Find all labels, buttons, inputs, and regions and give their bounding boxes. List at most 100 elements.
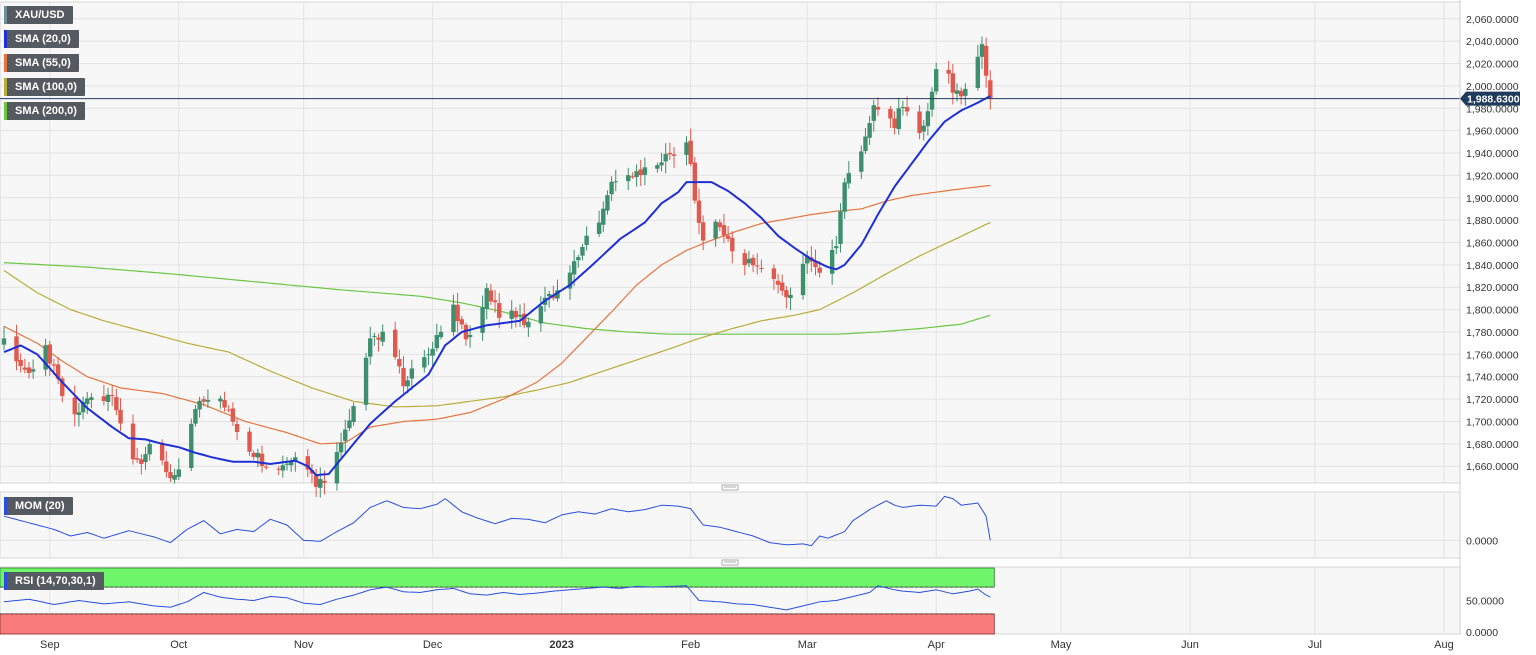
candle-body-34 bbox=[201, 399, 206, 402]
candle-body-132 bbox=[775, 280, 781, 285]
candle-body-140 bbox=[817, 267, 822, 273]
candle-body-98 bbox=[576, 257, 581, 261]
candle-body-163 bbox=[954, 90, 960, 94]
candle-body-27 bbox=[164, 461, 169, 473]
candle-body-117 bbox=[688, 140, 693, 164]
candle-body-97 bbox=[571, 261, 577, 275]
candle-body-126 bbox=[742, 253, 747, 266]
rsi-y-tick-0: 0.0000 bbox=[1466, 627, 1498, 639]
y-tick-label-14: 1,940.0000 bbox=[1466, 148, 1519, 160]
candle-body-57 bbox=[338, 442, 344, 453]
candle-body-129 bbox=[755, 265, 760, 267]
candle-body-14 bbox=[85, 398, 90, 405]
last-price-label: 1,988.6300 bbox=[1467, 94, 1520, 106]
y-tick-label-4: 1,740.0000 bbox=[1466, 372, 1519, 384]
candle-body-49 bbox=[288, 460, 294, 466]
mom-line bbox=[3, 495, 991, 547]
candle-body-95 bbox=[555, 290, 560, 299]
candle-body-59 bbox=[347, 420, 352, 429]
candle-body-160 bbox=[933, 69, 939, 92]
candle-body-166 bbox=[975, 56, 981, 88]
last-price-tag bbox=[1460, 91, 1520, 106]
candle-body-156 bbox=[917, 111, 922, 134]
mom-rsi-resize-handle[interactable] bbox=[721, 559, 739, 566]
legend-symbol[interactable]: XAU/USD bbox=[4, 6, 73, 24]
candle-body-4 bbox=[26, 367, 32, 374]
legend-sma200[interactable]: SMA (200,0) bbox=[4, 102, 85, 120]
candle-body-0 bbox=[1, 338, 7, 345]
candle-body-142 bbox=[834, 246, 839, 249]
candle-body-28 bbox=[168, 472, 173, 479]
candle-body-74 bbox=[434, 335, 440, 349]
candle-body-72 bbox=[426, 354, 431, 356]
candle-body-11 bbox=[72, 397, 77, 415]
legend-sma20[interactable]: SMA (20,0) bbox=[4, 30, 79, 48]
candle-body-161 bbox=[946, 69, 951, 74]
y-tick-label-8: 1,820.0000 bbox=[1466, 282, 1519, 294]
y-tick-label-6: 1,780.0000 bbox=[1466, 327, 1519, 339]
candle-body-125 bbox=[730, 237, 735, 252]
candle-body-56 bbox=[334, 452, 340, 484]
candle-body-3 bbox=[22, 367, 28, 370]
candle-body-16 bbox=[101, 396, 107, 402]
legend-sma55[interactable]: SMA (55,0) bbox=[4, 54, 79, 72]
candle-body-22 bbox=[134, 458, 140, 460]
candle-body-81 bbox=[480, 307, 485, 333]
candle-body-109 bbox=[638, 169, 643, 176]
legend-sma100[interactable]: SMA (100,0) bbox=[4, 78, 85, 96]
x-tick-label-dec: Dec bbox=[423, 639, 443, 651]
candle-body-124 bbox=[725, 235, 731, 239]
candle-body-65 bbox=[380, 331, 385, 342]
candle-body-67 bbox=[397, 359, 402, 367]
candle-body-10 bbox=[60, 378, 65, 397]
candle-body-43 bbox=[255, 452, 261, 458]
y-tick-label-7: 1,800.0000 bbox=[1466, 305, 1519, 317]
candle-body-36 bbox=[218, 398, 223, 402]
y-tick-label-15: 1,960.0000 bbox=[1466, 126, 1519, 138]
candle-body-120 bbox=[700, 222, 706, 241]
candle-body-8 bbox=[51, 364, 57, 366]
candle-body-147 bbox=[863, 136, 868, 152]
sma55-line bbox=[3, 184, 991, 445]
candle-body-101 bbox=[596, 222, 602, 234]
candle-body-24 bbox=[143, 454, 148, 463]
y-tick-label-19: 2,040.0000 bbox=[1466, 36, 1519, 48]
candle-body-88 bbox=[517, 314, 523, 317]
legend-rsi[interactable]: RSI (14,70,30,1) bbox=[4, 572, 104, 590]
candle-body-12 bbox=[76, 412, 82, 416]
main-mom-resize-handle[interactable] bbox=[721, 484, 739, 491]
mom-y-tick-0: 0.0000 bbox=[1466, 535, 1498, 547]
candle-body-47 bbox=[280, 465, 286, 471]
legend-mom[interactable]: MOM (20) bbox=[4, 497, 73, 515]
candle-body-128 bbox=[750, 257, 756, 266]
candle-body-115 bbox=[671, 154, 677, 156]
candle-body-168 bbox=[983, 45, 989, 76]
candle-body-37 bbox=[222, 399, 227, 408]
candle-body-127 bbox=[746, 258, 752, 264]
legend-symbol-label: XAU/USD bbox=[15, 9, 65, 21]
candle-body-89 bbox=[522, 313, 527, 326]
candle-body-86 bbox=[509, 310, 514, 319]
candle-body-152 bbox=[892, 118, 897, 129]
candle-body-55 bbox=[322, 480, 327, 483]
candle-body-9 bbox=[55, 364, 61, 379]
candle-body-93 bbox=[546, 293, 552, 297]
y-tick-label-5: 1,760.0000 bbox=[1466, 349, 1519, 361]
candle-body-91 bbox=[538, 306, 544, 324]
candle-body-150 bbox=[875, 106, 881, 110]
candle-body-78 bbox=[459, 319, 464, 325]
candle-body-102 bbox=[601, 208, 606, 225]
candle-body-39 bbox=[230, 408, 236, 422]
candle-body-60 bbox=[351, 406, 356, 423]
candle-body-111 bbox=[655, 165, 660, 169]
candle-body-158 bbox=[925, 111, 931, 127]
candle-body-13 bbox=[80, 401, 86, 413]
candle-body-162 bbox=[950, 73, 956, 93]
legend-sma100-label: SMA (100,0) bbox=[15, 81, 77, 93]
candle-body-35 bbox=[205, 399, 211, 402]
candle-body-73 bbox=[430, 348, 435, 356]
candle-body-1 bbox=[14, 336, 19, 362]
candle-body-2 bbox=[18, 359, 23, 367]
rsi-y-tick-50: 50.0000 bbox=[1466, 596, 1504, 608]
sma20-line bbox=[3, 95, 991, 477]
